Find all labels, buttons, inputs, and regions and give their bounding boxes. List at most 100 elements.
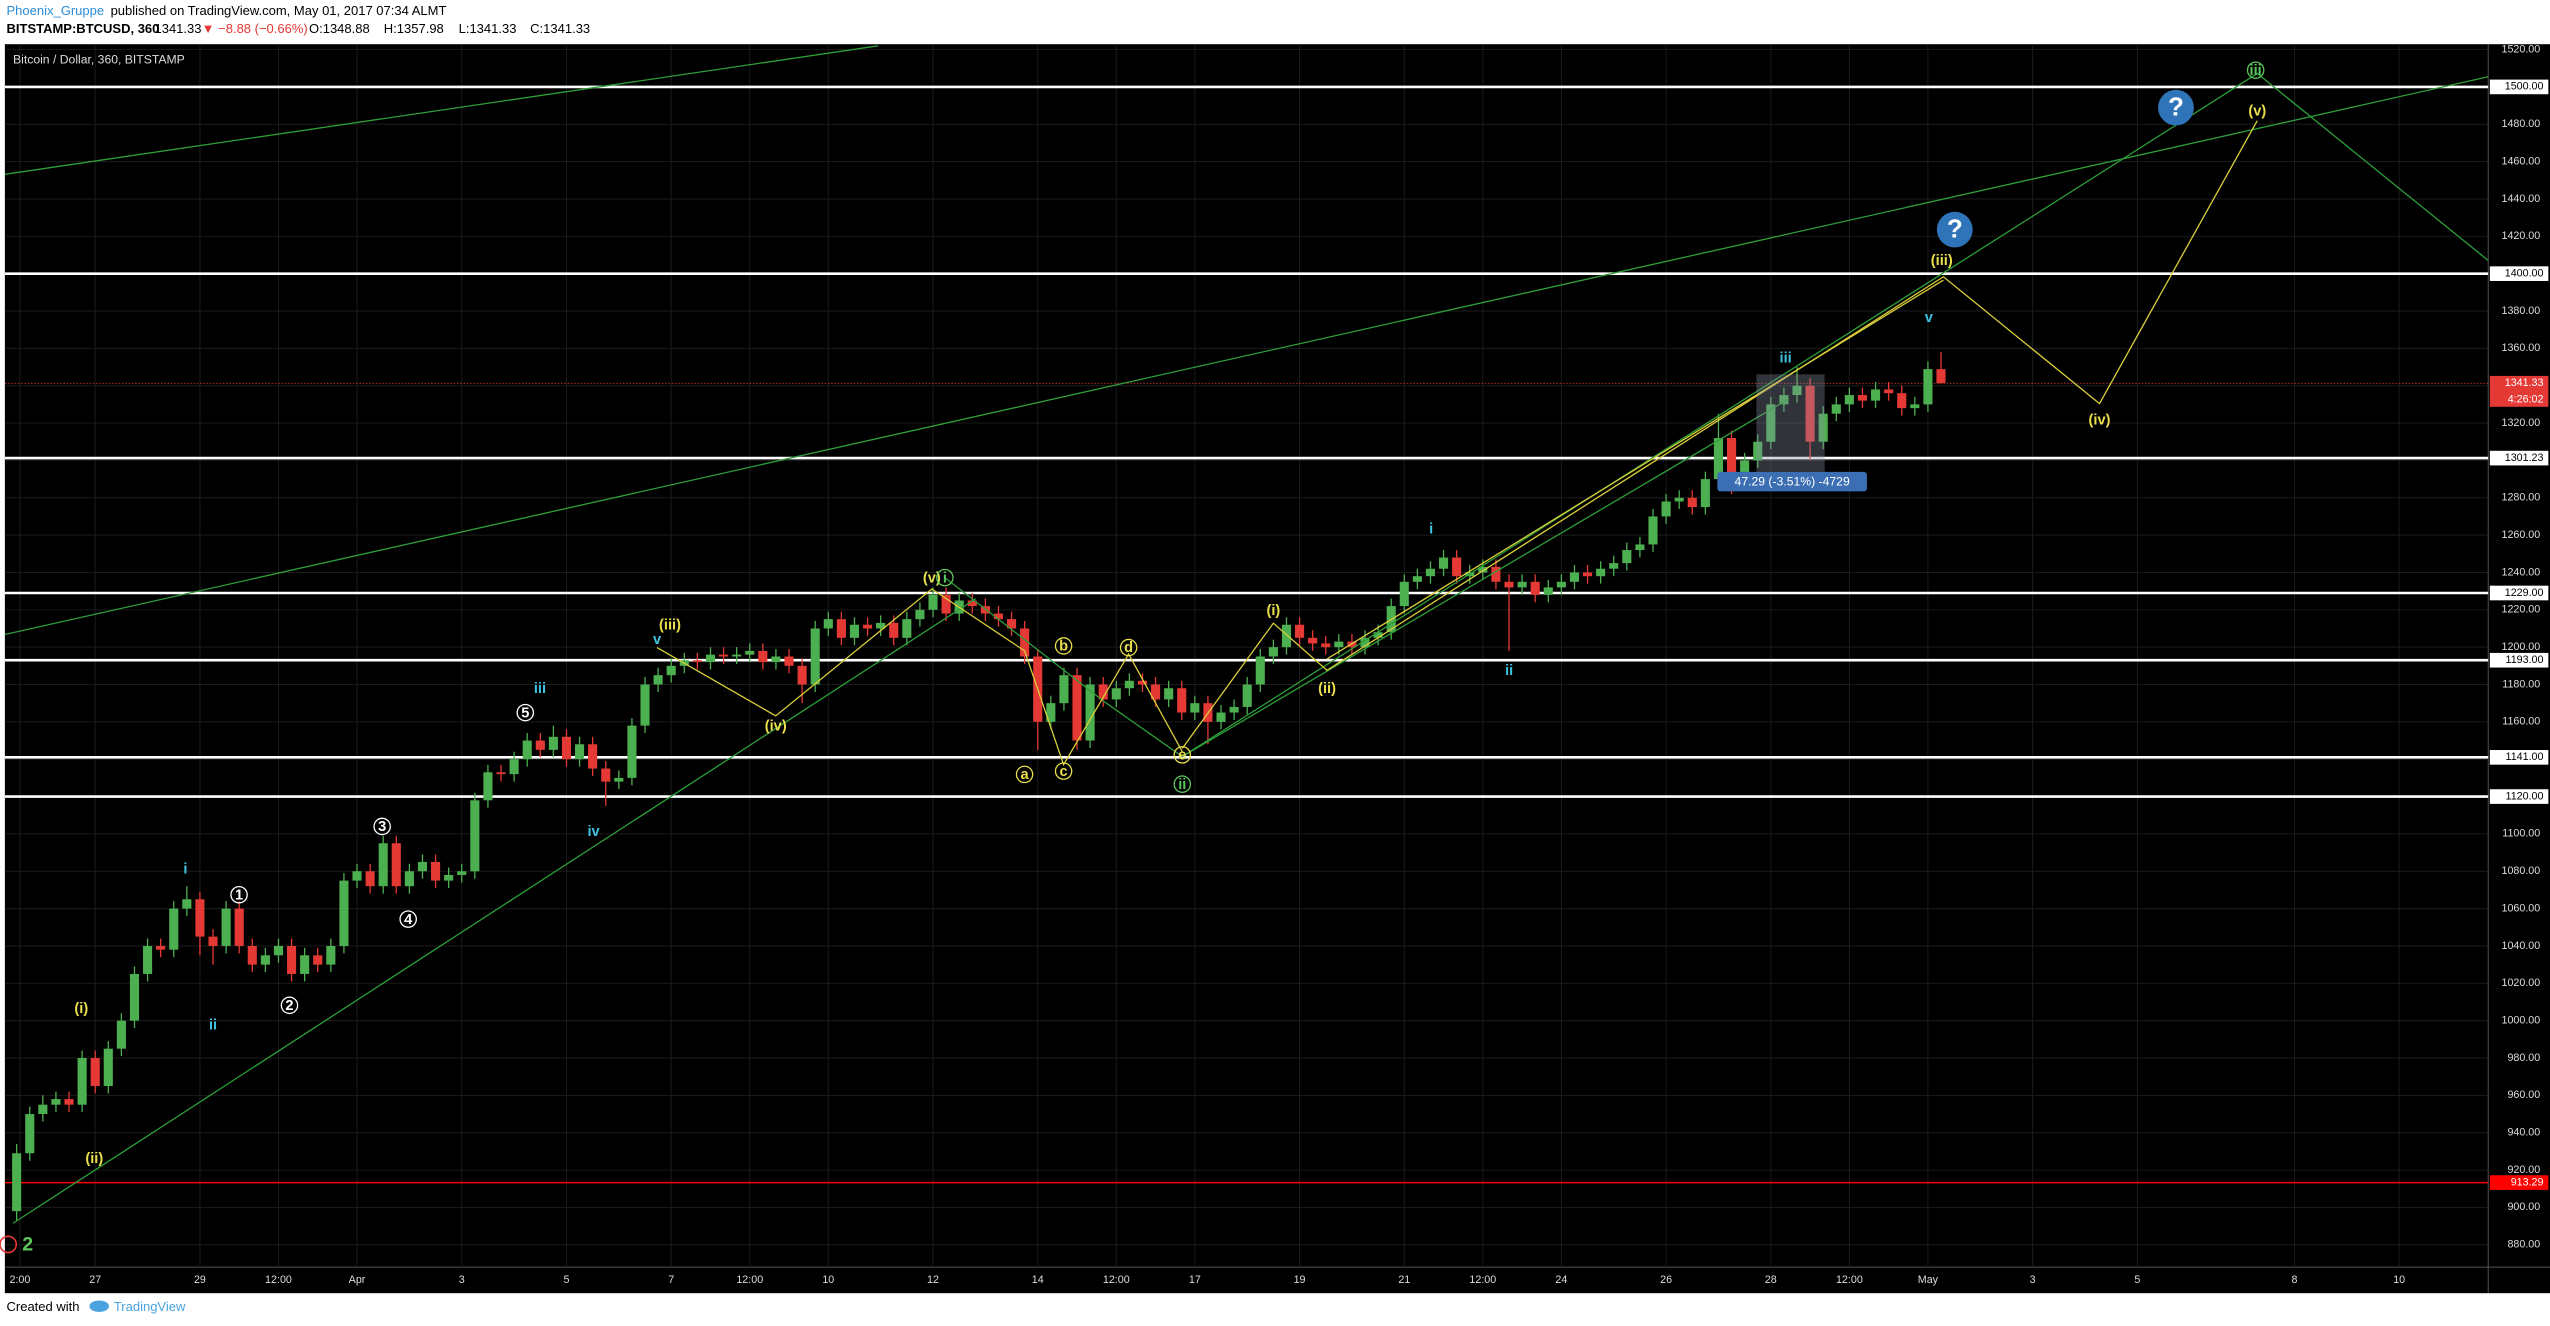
candle-body <box>404 871 414 887</box>
candle-body <box>169 908 179 950</box>
candle-body <box>1661 501 1671 517</box>
candle-body <box>771 656 781 663</box>
level-tag <box>2489 789 2549 804</box>
x-tick-label: 29 <box>194 1274 206 1286</box>
trend-line <box>4 76 2489 636</box>
open: O:1348.88 <box>309 21 370 36</box>
x-tick-label: 3 <box>459 1274 465 1286</box>
candle-body <box>1805 385 1815 442</box>
level-label: 1500.00 <box>2505 81 2544 93</box>
wave-label: a <box>1020 767 1029 783</box>
label-circle <box>1173 746 1192 764</box>
candle-body <box>588 744 598 769</box>
candle-body <box>25 1114 35 1154</box>
candle-body <box>1190 703 1200 713</box>
candle-body <box>64 1099 74 1105</box>
channel-line <box>1326 279 1944 660</box>
candle-body <box>12 1153 22 1212</box>
change: ▼ −8.88 (−0.66%) <box>202 21 308 36</box>
y-tick-label: 1420.00 <box>2501 230 2540 242</box>
candle-body <box>575 744 585 760</box>
candle-body <box>1177 688 1187 713</box>
y-tick-label: 1080.00 <box>2501 865 2540 877</box>
wave-marker <box>0 1235 18 1254</box>
candle-body <box>1111 688 1121 700</box>
candle-body <box>431 861 441 881</box>
candle-body <box>1700 479 1710 508</box>
candle-body <box>1713 437 1724 480</box>
candle-body <box>1609 563 1619 569</box>
candle-body <box>745 650 755 655</box>
chart-background <box>4 44 2550 1294</box>
candle-body <box>287 945 297 974</box>
x-tick-label: 8 <box>2291 1274 2297 1286</box>
wave-label: ii <box>209 1018 217 1034</box>
candle-body <box>836 619 846 638</box>
label-circle <box>1173 775 1192 793</box>
candle-body <box>1556 581 1566 588</box>
y-tick-label: 1100.00 <box>2502 828 2540 840</box>
candle-body <box>705 654 716 663</box>
candle-body <box>1936 369 1946 384</box>
wave-label: ii <box>1505 663 1513 679</box>
wave-label: (iii) <box>1931 253 1953 269</box>
y-tick-label: 1440.00 <box>2501 193 2540 205</box>
wave-label: (ii) <box>1318 681 1336 697</box>
y-tick-label: 1040.00 <box>2501 940 2540 952</box>
wave-label: ii <box>1178 777 1186 793</box>
candle-body <box>1242 684 1252 707</box>
wave-label: (i) <box>74 1001 88 1017</box>
candle-body <box>77 1058 87 1105</box>
candle-body <box>300 955 310 974</box>
candle-body <box>273 945 284 956</box>
channel-line <box>1181 398 1790 758</box>
candle-body <box>784 656 794 666</box>
x-tick-label: 26 <box>1660 1274 1672 1286</box>
x-tick-label: 17 <box>1189 1274 1201 1286</box>
label-circle <box>280 996 299 1015</box>
y-tick-label: 1240.00 <box>2501 566 2540 578</box>
level-tag <box>2489 450 2549 466</box>
x-tick-label: 12:00 <box>265 1274 292 1286</box>
candle-body <box>1530 581 1540 595</box>
y-tick-label: 980.00 <box>2507 1052 2540 1064</box>
wave-path <box>1181 120 2258 749</box>
wave-label: (iv) <box>765 718 787 734</box>
candle-body <box>1491 566 1501 582</box>
candle-body <box>1007 619 1017 629</box>
wave-label: 2 <box>285 998 293 1014</box>
candle-body <box>1818 413 1828 442</box>
candle-body <box>260 955 270 965</box>
candle-body <box>823 619 833 629</box>
candle-body <box>627 725 637 778</box>
question-badge <box>1936 211 1973 248</box>
candle-body <box>1884 389 1894 394</box>
chart-title: Bitcoin / Dollar, 360, BITSTAMP <box>13 53 185 67</box>
author[interactable]: Phoenix_Gruppe <box>7 3 105 18</box>
y-tick-label: 1460.00 <box>2501 155 2540 167</box>
label-circle <box>1054 762 1073 780</box>
wave-label: iii <box>534 681 546 697</box>
candle-body <box>692 660 702 663</box>
wave-label: (ii) <box>85 1151 103 1167</box>
candle-body <box>1281 624 1292 648</box>
footer-brand[interactable]: TradingView <box>114 1299 186 1314</box>
wave-label: c <box>1060 764 1068 780</box>
candle-body <box>1844 395 1854 405</box>
y-tick-label: 1000.00 <box>2501 1014 2540 1026</box>
level-tag <box>2489 266 2549 281</box>
level-tag <box>2489 585 2549 601</box>
candle-body <box>339 880 349 946</box>
last-price-label: 1341.33 <box>2505 377 2544 389</box>
wave-label: e <box>1178 748 1186 764</box>
wave-label: (v) <box>2248 104 2266 120</box>
candle-body <box>378 843 388 887</box>
candle-body <box>1753 441 1763 461</box>
label-circle <box>1015 765 1034 784</box>
candle-body <box>1085 684 1095 741</box>
candle-body <box>810 628 820 685</box>
candle-body <box>889 622 899 638</box>
candle-body <box>51 1099 61 1105</box>
candle-body <box>1268 647 1278 657</box>
